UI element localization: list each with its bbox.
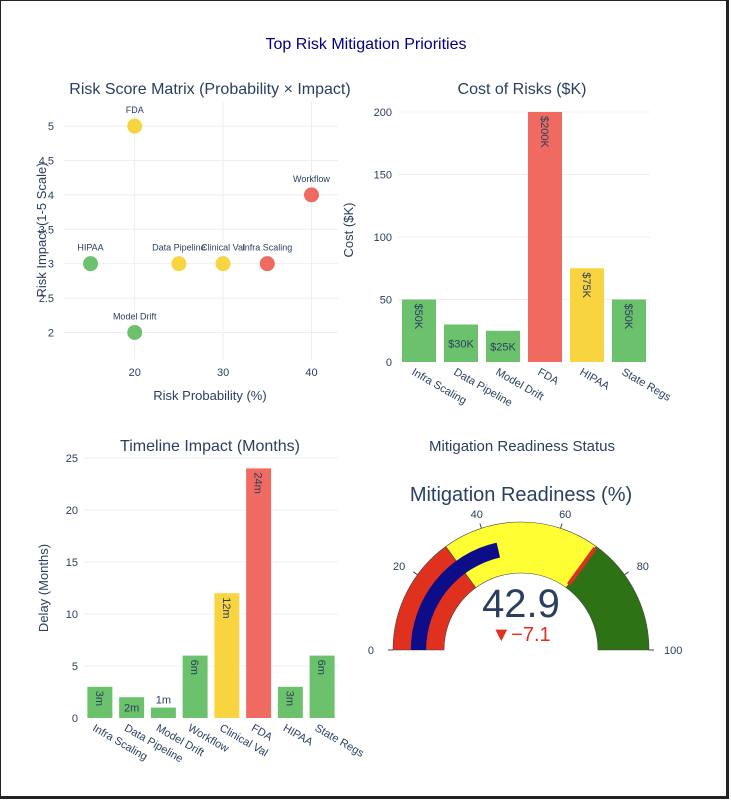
timeline-bar	[119, 697, 145, 718]
cost-ylabel: Cost ($K)	[341, 203, 356, 258]
gauge-value-bar	[410, 542, 501, 650]
cost-data-label: $25K	[490, 341, 516, 353]
timeline-data-label: 6m	[315, 660, 327, 675]
timeline-bar	[150, 707, 176, 718]
gauge-title: Mitigation Readiness (%)	[410, 484, 632, 506]
scatter-point	[303, 187, 319, 203]
cost-bar	[612, 299, 646, 362]
scatter-point-label: Model Drift	[113, 311, 157, 321]
timeline-data-label: 2m	[124, 703, 139, 715]
scatter-y-tick: 2.5	[39, 293, 54, 305]
scatter-point-label: Clinical Val	[201, 243, 245, 253]
scatter-ylabel: Risk Impact (1-5 Scale)	[34, 162, 49, 297]
scatter-x-tick: 20	[129, 367, 141, 379]
cost-bar	[528, 112, 562, 362]
cost-y-tick: 200	[374, 107, 392, 119]
timeline-y-tick: 5	[72, 661, 78, 673]
scatter-point	[83, 256, 99, 272]
timeline-bar	[182, 655, 208, 718]
timeline-data-label: 12m	[220, 597, 232, 618]
timeline-bar	[87, 686, 113, 718]
gauge-tick	[413, 571, 418, 576]
gauge-delta: ▼−7.1	[491, 624, 550, 646]
timeline-category-label: State Regs	[313, 722, 367, 760]
scatter-point-label: HIPAA	[77, 243, 103, 253]
gauge-tick-label: 100	[664, 645, 682, 657]
timeline-data-label: 3m	[93, 691, 105, 706]
timeline-y-tick: 0	[72, 713, 78, 725]
cost-y-tick: 50	[380, 295, 392, 307]
gauge-tick-label: 20	[393, 561, 405, 573]
timeline-data-label: 6m	[188, 660, 200, 675]
gauge-tick	[479, 523, 482, 529]
scatter-title: Risk Score Matrix (Probability × Impact)	[69, 81, 350, 98]
scatter-point	[215, 256, 231, 272]
scatter-point	[259, 256, 275, 272]
cost-data-label: $200K	[538, 116, 550, 148]
gauge-tick-label: 60	[559, 509, 571, 521]
cost-data-label: $50K	[412, 304, 424, 330]
cost-data-label: $30K	[448, 338, 474, 350]
scatter-x-tick: 40	[305, 367, 317, 379]
scatter-y-tick: 4.5	[39, 155, 54, 167]
timeline-ylabel: Delay (Months)	[36, 544, 51, 632]
cost-category-label: HIPAA	[578, 366, 612, 393]
cost-bar	[486, 330, 520, 362]
timeline-title: Timeline Impact (Months)	[120, 438, 300, 455]
gauge-value: 42.9	[482, 582, 560, 626]
timeline-category-label: HIPAA	[281, 722, 315, 749]
cost-title: Cost of Risks ($K)	[458, 81, 587, 98]
timeline-bar	[277, 686, 303, 718]
cost-category-label: State Regs	[620, 366, 674, 404]
gauge-tick-label: 40	[471, 509, 483, 521]
gauge-threshold-line	[566, 546, 597, 586]
scatter-x-tick: 30	[217, 367, 229, 379]
cost-y-tick: 150	[374, 170, 392, 182]
timeline-y-tick: 20	[66, 505, 78, 517]
cost-bar	[402, 299, 436, 362]
gauge-tick-label: 80	[637, 561, 649, 573]
cost-y-tick: 0	[386, 357, 392, 369]
scatter-point	[127, 118, 143, 134]
timeline-y-tick: 10	[66, 609, 78, 621]
timeline-data-label: 24m	[252, 472, 264, 493]
gauge-tick-label: 0	[368, 645, 374, 657]
timeline-y-tick: 15	[66, 557, 78, 569]
cost-bar	[444, 324, 478, 362]
timeline-data-label: 1m	[156, 695, 171, 707]
timeline-data-label: 3m	[283, 691, 295, 706]
scatter-y-tick: 5	[48, 121, 54, 133]
gauge-tick	[560, 523, 563, 529]
cost-data-label: $50K	[622, 304, 634, 330]
scatter-y-tick: 3.5	[39, 224, 54, 236]
scatter-point-label: Infra Scaling	[242, 243, 292, 253]
cost-data-label: $75K	[580, 272, 592, 298]
scatter-point	[127, 324, 143, 340]
gauge-panel-title: Mitigation Readiness Status	[429, 438, 615, 455]
scatter-point-label: Data Pipeline	[152, 243, 206, 253]
timeline-bar	[214, 593, 240, 718]
scatter-point-label: Workflow	[293, 174, 330, 184]
cost-bar	[570, 268, 604, 362]
gauge-tick	[624, 571, 629, 576]
timeline-y-tick: 25	[66, 453, 78, 465]
scatter-y-tick: 4	[48, 190, 54, 202]
scatter-point	[171, 256, 187, 272]
timeline-bar	[246, 468, 272, 718]
page-title: Top Risk Mitigation Priorities	[266, 36, 467, 53]
scatter-y-tick: 3	[48, 259, 54, 271]
scatter-y-tick: 2	[48, 327, 54, 339]
scatter-point-label: FDA	[126, 105, 144, 115]
cost-y-tick: 100	[374, 232, 392, 244]
scatter-xlabel: Risk Probability (%)	[153, 388, 266, 403]
cost-category-label: FDA	[536, 366, 562, 388]
timeline-bar	[309, 655, 335, 718]
